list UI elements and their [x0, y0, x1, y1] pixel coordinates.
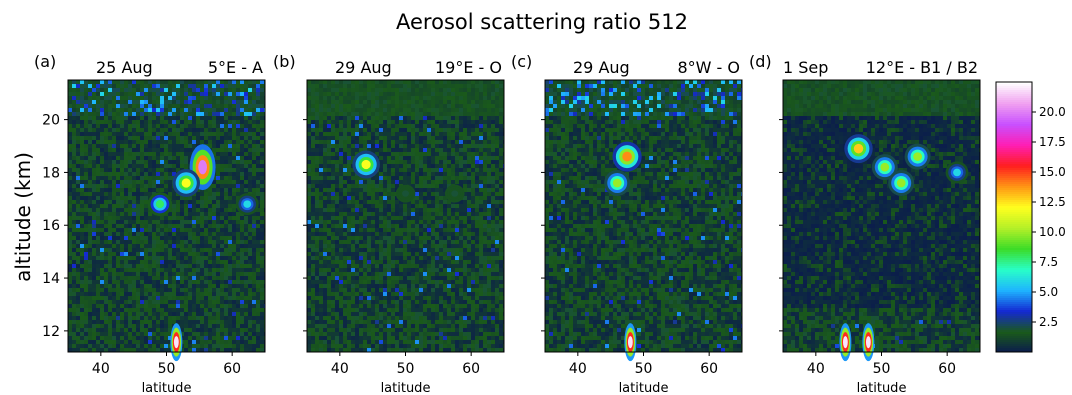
heatmap-background — [307, 80, 504, 352]
x-tick-label: 50 — [158, 361, 176, 377]
colorbar-tick-label: 10.0 — [1039, 225, 1066, 239]
plume-3-2 — [604, 169, 631, 196]
plume-2-2 — [395, 184, 416, 203]
panel-4: 40 50 60 latitude (d) 1 Sep 12°E - B1 / B2 — [749, 52, 981, 395]
panel-3: 40 50 60 latitude (c) 29 Aug 8°W - O — [511, 52, 743, 395]
colorbar-tick-label: 2.5 — [1039, 315, 1058, 329]
x-tick-label: 40 — [807, 361, 825, 377]
y-tick-label: 18 — [42, 165, 60, 181]
panel-location: 8°W - O — [677, 58, 740, 77]
plume-4-6 — [839, 323, 852, 362]
panel-letter: (d) — [749, 52, 772, 71]
panel-location: 5°E - A — [208, 58, 263, 77]
plume-1-2 — [172, 168, 200, 197]
panel-date: 29 Aug — [573, 58, 630, 77]
heatmap-background — [783, 80, 980, 352]
colorbar-tick-label: 5.0 — [1039, 285, 1058, 299]
y-axis-label: altitude (km) — [11, 152, 35, 282]
plume-4-5 — [945, 161, 969, 184]
plume-4-1 — [844, 134, 873, 164]
colorbar-tick-label: 7.5 — [1039, 255, 1058, 269]
colorbar-tick-label: 15.0 — [1039, 165, 1066, 179]
panel-location: 12°E - B1 / B2 — [866, 58, 978, 77]
colorbar-frame — [995, 81, 1033, 353]
plume-2-1 — [352, 150, 380, 179]
y-tick-label: 16 — [42, 218, 60, 234]
panel-date: 29 Aug — [335, 58, 392, 77]
heatmap-background — [545, 80, 742, 352]
plume-1-3 — [147, 192, 173, 217]
plume-3-1 — [612, 141, 642, 172]
colorbar-tick-label: 20.0 — [1039, 105, 1066, 119]
plume-4-7 — [862, 323, 875, 362]
panel-letter: (a) — [34, 52, 56, 71]
plume-1-5 — [170, 323, 183, 362]
y-tick-label: 20 — [42, 113, 60, 129]
x-tick-label: 50 — [397, 361, 415, 377]
x-tick-label: 60 — [938, 361, 956, 377]
panel-date: 25 Aug — [96, 58, 153, 77]
colorbar-tick-label: 12.5 — [1039, 195, 1066, 209]
x-axis-label: latitude — [857, 381, 907, 395]
panel-date: 1 Sep — [783, 58, 828, 77]
plume-4-3 — [904, 143, 931, 170]
x-tick-label: 60 — [223, 361, 241, 377]
plume-1-4 — [235, 193, 259, 216]
panel-location: 19°E - O — [435, 58, 502, 77]
x-axis-label: latitude — [142, 381, 192, 395]
heatmap-background — [68, 80, 265, 352]
panel-1: 40 50 60 latitude 12 14 16 18 20 (a) 25 Aug 5°E - A — [34, 52, 266, 395]
x-axis-label: latitude — [619, 381, 669, 395]
colorbar — [996, 82, 1032, 353]
panel-letter: (b) — [273, 52, 296, 71]
plume-3-3 — [624, 323, 637, 362]
x-tick-label: 40 — [569, 361, 587, 377]
plume-4-2 — [871, 154, 898, 181]
x-tick-label: 40 — [92, 361, 110, 377]
x-tick-label: 60 — [462, 361, 480, 377]
colorbar-tick-label: 17.5 — [1039, 135, 1066, 149]
plume-4-4 — [888, 169, 915, 196]
x-tick-label: 50 — [873, 361, 891, 377]
figure-title: Aerosol scattering ratio 512 — [396, 10, 688, 34]
panel-letter: (c) — [511, 52, 532, 71]
x-axis-label: latitude — [381, 381, 431, 395]
x-tick-label: 50 — [635, 361, 653, 377]
y-tick-label: 12 — [42, 324, 60, 340]
y-tick-label: 14 — [42, 271, 60, 287]
panel-2: 40 50 60 latitude (b) 29 Aug 19°E - O — [273, 52, 505, 395]
plume-2-3 — [444, 184, 465, 203]
x-tick-label: 40 — [331, 361, 349, 377]
x-tick-label: 60 — [700, 361, 718, 377]
